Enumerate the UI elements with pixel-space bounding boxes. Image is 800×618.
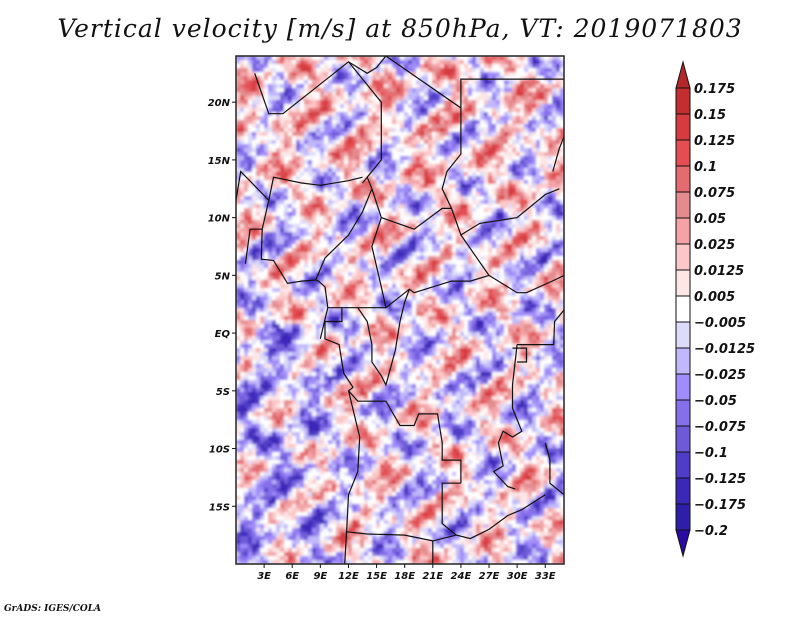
- colorbar-cell: [675, 321, 691, 349]
- colorbar-label: −0.2: [694, 524, 728, 539]
- border-line: [244, 200, 270, 264]
- colorbar-label: 0.0125: [694, 264, 744, 279]
- y-tick-label: 15S: [209, 502, 230, 513]
- colorbar-label: 0.005: [694, 290, 735, 305]
- x-tick-label: 6E: [285, 571, 299, 582]
- colorbar-label: −0.025: [694, 368, 746, 383]
- colorbar-label: 0.05: [694, 212, 726, 227]
- colorbar-cell: [675, 373, 691, 401]
- x-tick-label: 12E: [338, 571, 359, 582]
- colorbar-cell: [675, 425, 691, 453]
- velocity-field: [236, 56, 564, 564]
- colorbar-label: 0.075: [694, 186, 735, 201]
- colorbar-label: −0.1: [694, 446, 728, 461]
- colorbar-cell: [675, 269, 691, 297]
- border-line: [236, 170, 363, 202]
- colorbar-label: −0.005: [694, 316, 746, 331]
- colorbar-cell: [675, 399, 691, 427]
- border-line: [345, 531, 457, 542]
- border-line: [324, 307, 354, 388]
- colorbar-cell: [675, 347, 691, 375]
- country-borders: [236, 56, 564, 564]
- colorbar-cell: [675, 139, 691, 167]
- y-tick-label: 10N: [208, 214, 231, 225]
- colorbar-cell: [675, 243, 691, 271]
- x-tick-label: 27E: [479, 571, 500, 582]
- x-tick-label: 33E: [535, 571, 556, 582]
- y-tick-label: 15N: [208, 156, 231, 167]
- border-line: [552, 136, 564, 172]
- border-line: [512, 347, 528, 363]
- colorbar-label: −0.125: [694, 472, 746, 487]
- y-tick-label: 5S: [216, 387, 230, 398]
- border-line: [460, 188, 560, 236]
- colorbar-label: −0.175: [694, 498, 746, 513]
- colorbar-cell: [675, 477, 691, 505]
- x-tick-label: 15E: [366, 571, 387, 582]
- border-line: [315, 176, 373, 281]
- colorbar-cell: [675, 295, 691, 323]
- colorbar: 0.175 0.15 0.125 0.1 0.075 0.05 0.025 0.0125 0.0…: [675, 60, 755, 558]
- border-line: [347, 386, 462, 484]
- border-line: [460, 78, 564, 108]
- border-line: [260, 229, 316, 285]
- colorbar-under-arrow: [675, 529, 691, 558]
- colorbar-label: 0.1: [694, 160, 717, 175]
- y-tick-label: EQ: [215, 329, 231, 340]
- border-line: [517, 309, 564, 346]
- border-line: [492, 344, 523, 490]
- border-line: [315, 279, 329, 340]
- colorbar-cell: [675, 113, 691, 141]
- border-line: [441, 482, 546, 540]
- border-line: [385, 56, 462, 209]
- y-tick-label: 10S: [209, 445, 230, 456]
- colorbar-label: −0.075: [694, 420, 746, 435]
- colorbar-cell: [675, 217, 691, 245]
- x-tick-label: 21E: [422, 571, 443, 582]
- border-line: [344, 390, 361, 564]
- colorbar-label: 0.125: [694, 134, 735, 149]
- x-tick-label: 30E: [507, 571, 528, 582]
- colorbar-label: −0.05: [694, 394, 737, 409]
- border-line: [357, 288, 410, 387]
- colorbar-cell: [675, 87, 691, 115]
- colorbar-label: −0.0125: [694, 342, 755, 357]
- border-line: [544, 442, 564, 496]
- border-line: [488, 274, 564, 294]
- x-tick-label: 24E: [451, 571, 472, 582]
- colorbar-cell: [675, 451, 691, 479]
- colorbar-cell: [675, 165, 691, 193]
- border-line: [327, 188, 387, 309]
- border-line: [348, 61, 382, 184]
- x-tick-label: 9E: [313, 571, 327, 582]
- colorbar-label: 0.15: [694, 108, 726, 123]
- x-tick-label: 3E: [257, 571, 271, 582]
- colorbar-over-arrow: [675, 60, 691, 89]
- map-frame: [235, 55, 565, 565]
- y-tick-label: 20N: [208, 98, 231, 109]
- x-axis: 3E 6E 9E 12E 15E 18E 21E 24E 27E 30E 33E: [257, 564, 556, 582]
- y-axis: 20N 15N 10N 5N EQ 5S 10S 15S: [208, 98, 236, 513]
- x-tick-label: 18E: [394, 571, 415, 582]
- colorbar-cell: [675, 191, 691, 219]
- grads-credit: GrADS: IGES/COLA: [4, 604, 102, 614]
- colorbar-label: 0.175: [694, 82, 735, 97]
- colorbar-cell: [675, 503, 691, 531]
- y-tick-label: 5N: [215, 271, 231, 282]
- chart-title: Vertical velocity [m/s] at 850hPa, VT: 2…: [57, 14, 743, 43]
- colorbar-label: 0.025: [694, 238, 735, 253]
